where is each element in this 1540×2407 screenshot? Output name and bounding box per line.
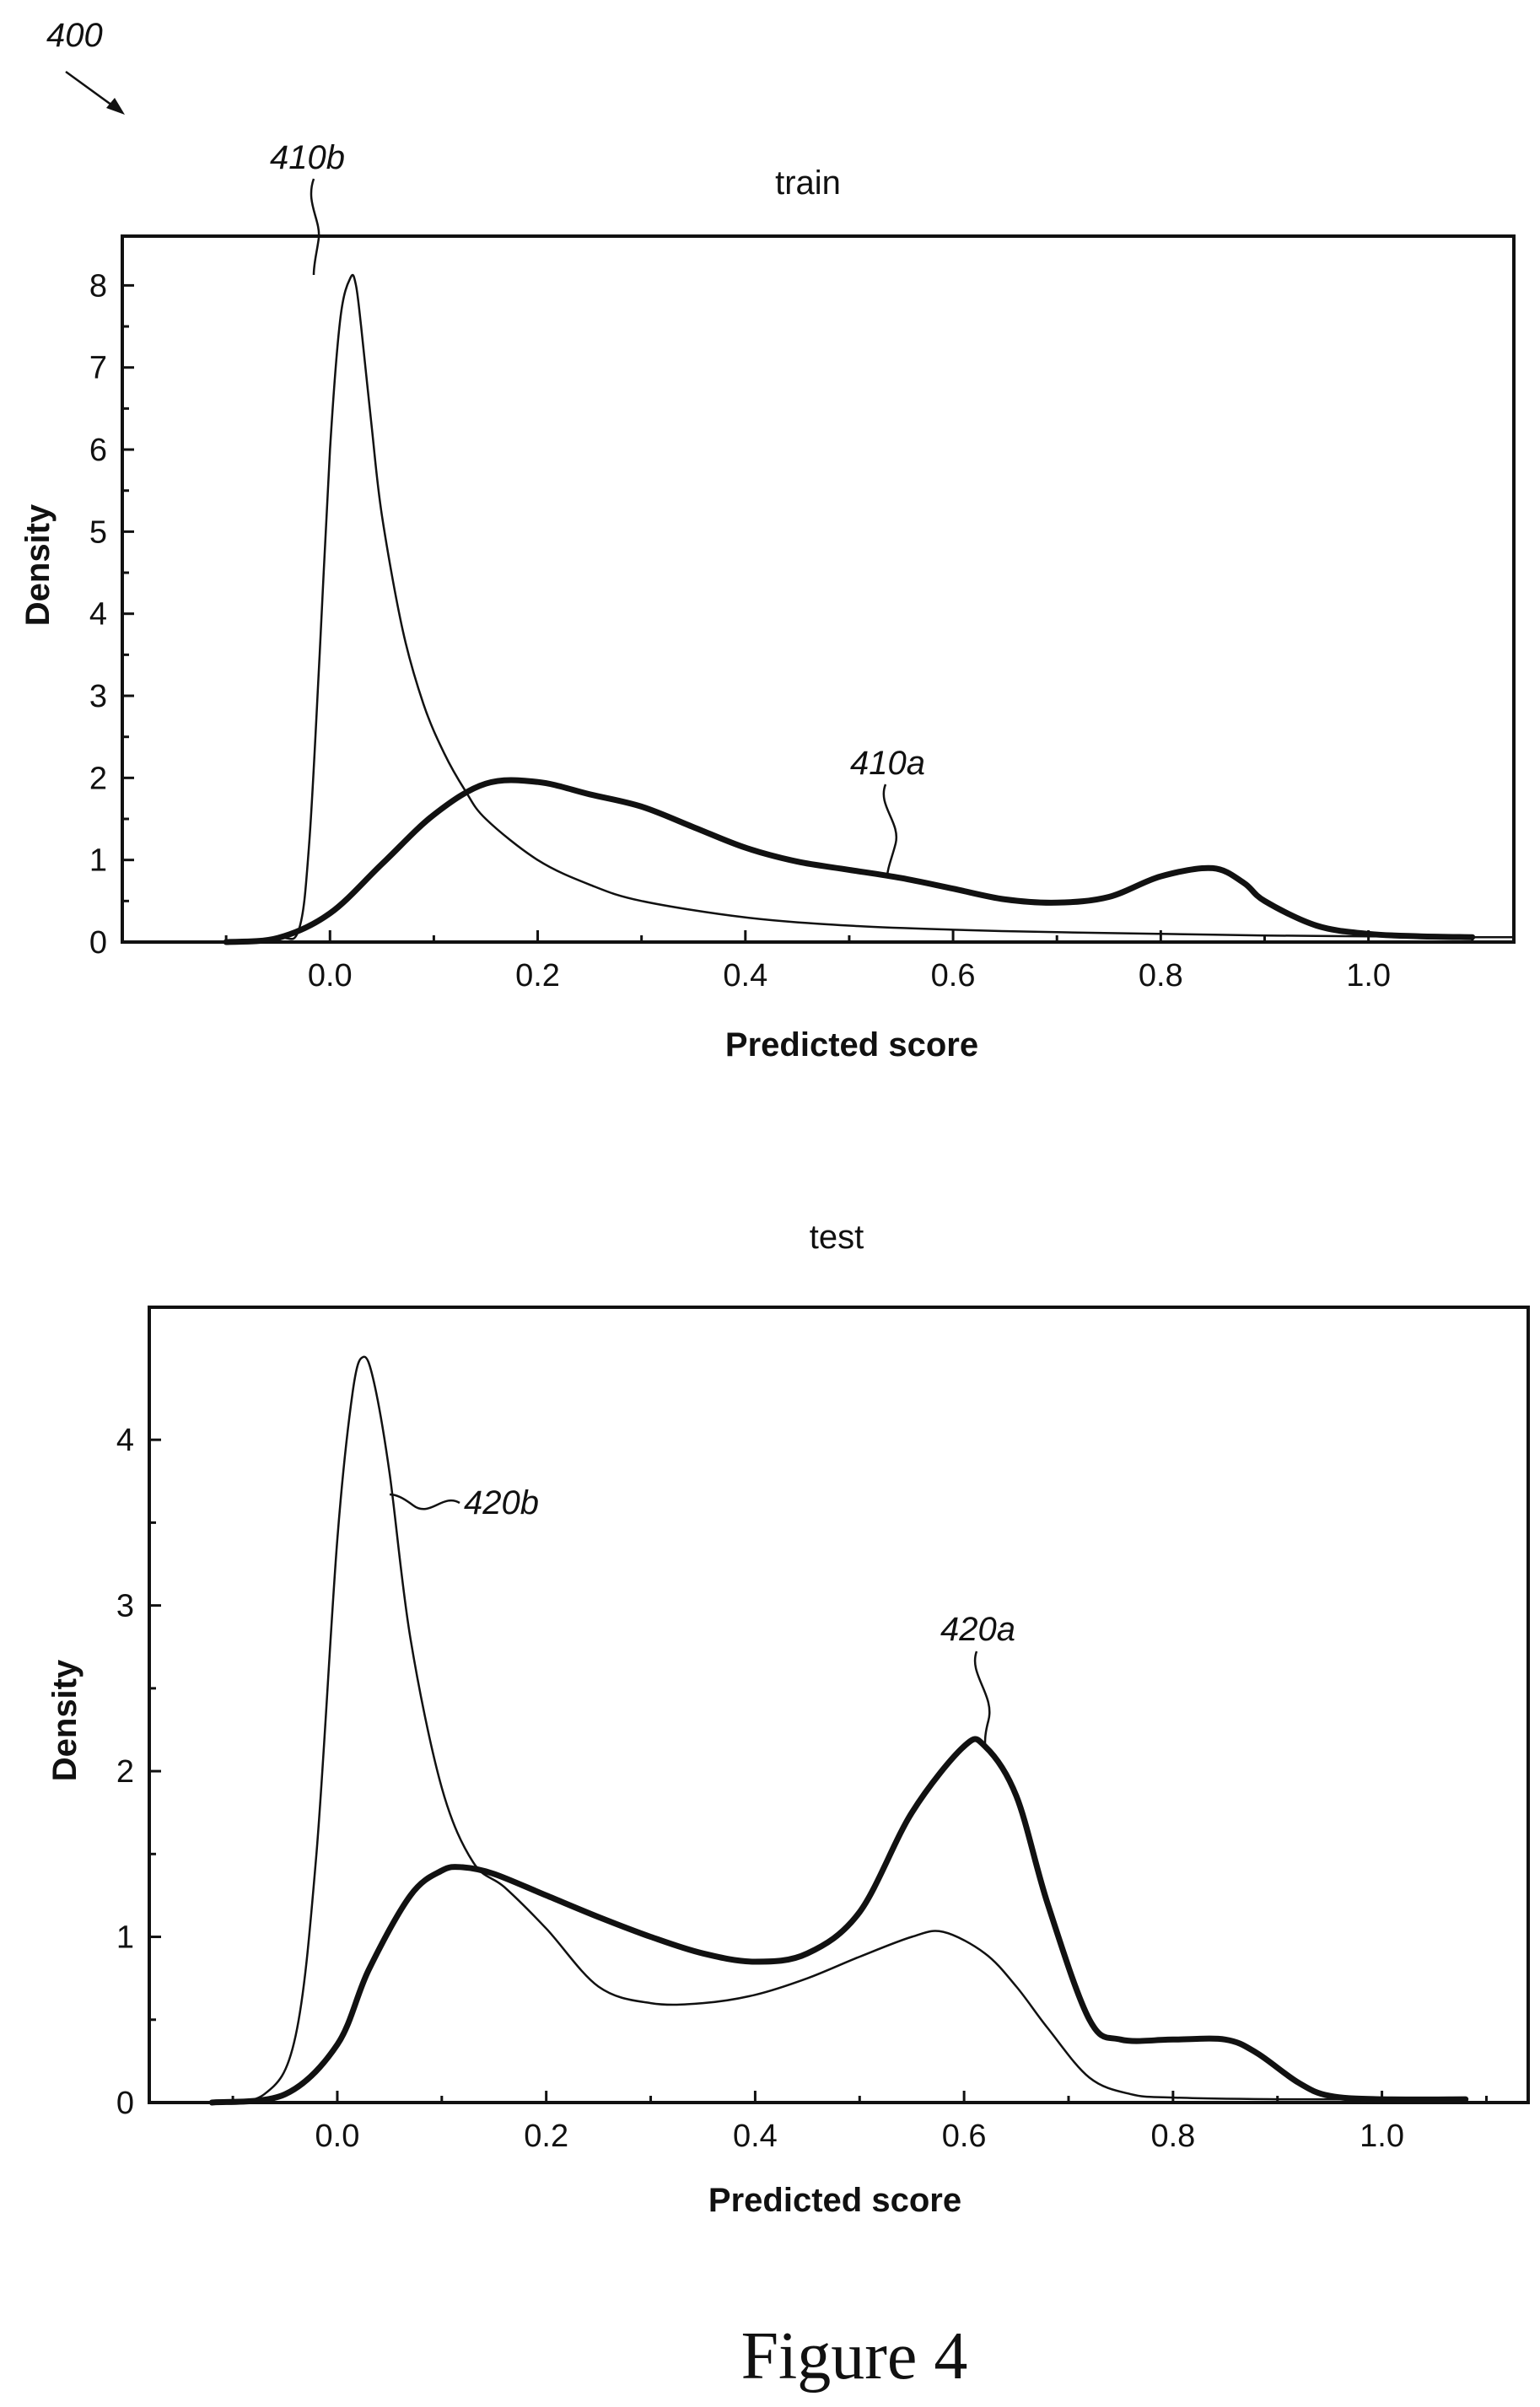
y-tick-label: 7 — [89, 351, 107, 386]
series-line-420a — [208, 1736, 1469, 2106]
figure-ref-number: 400 — [46, 17, 103, 54]
series-line-410a — [223, 777, 1476, 945]
y-axis: 0 1 2 3 4 5 6 7 8 — [89, 268, 134, 961]
leader-420b — [389, 1493, 460, 1510]
x-tick-label: 0.2 — [524, 2119, 568, 2154]
y-tick-label: 3 — [116, 1589, 134, 1624]
y-tick-label: 0 — [89, 925, 107, 961]
series-ref-label-410b: 410b — [270, 139, 345, 176]
x-axis: 0.0 0.2 0.4 0.6 0.8 1.0 — [224, 930, 1474, 993]
y-axis-label: Density — [19, 503, 57, 626]
series-line-410b — [226, 273, 1515, 944]
x-tick-label: 0.8 — [1139, 958, 1183, 993]
x-tick-label: 0.6 — [942, 2119, 987, 2154]
leader-410b — [310, 178, 320, 276]
series-group — [208, 1355, 1469, 2106]
y-tick-label: 5 — [89, 514, 107, 550]
y-tick-label: 4 — [116, 1423, 134, 1458]
leader-410a — [882, 783, 898, 878]
x-tick-label: 1.0 — [1346, 958, 1391, 993]
chart-title: test — [810, 1219, 864, 1256]
figure-caption: Figure 4 — [741, 2319, 968, 2394]
x-tick-label: 0.4 — [733, 2119, 778, 2154]
x-tick-label: 1.0 — [1360, 2119, 1404, 2154]
y-tick-label: 0 — [116, 2086, 134, 2121]
leader-420a — [973, 1650, 991, 1745]
y-tick-label: 8 — [89, 268, 107, 304]
series-ref-label-410a: 410a — [850, 745, 925, 782]
x-axis-label: Predicted score — [725, 1026, 978, 1063]
x-tick-label: 0.6 — [931, 958, 976, 993]
train-density-chart: train 0 1 2 3 4 5 6 7 8 0.0 0.2 0.4 0.6 0.8 1.0 Predi… — [19, 139, 1516, 1063]
x-tick-label: 0.0 — [315, 2119, 360, 2154]
series-line-420b — [212, 1355, 1466, 2104]
x-tick-label: 0.0 — [308, 958, 353, 993]
series-ref-label-420b: 420b — [464, 1484, 539, 1521]
series-ref-label-420a: 420a — [940, 1611, 1015, 1648]
plot-frame — [121, 234, 1516, 944]
x-axis-label: Predicted score — [708, 2182, 961, 2219]
y-tick-label: 2 — [116, 1754, 134, 1790]
y-tick-label: 3 — [89, 679, 107, 714]
y-tick-label: 2 — [89, 761, 107, 796]
x-tick-label: 0.8 — [1150, 2119, 1195, 2154]
x-tick-label: 0.4 — [723, 958, 767, 993]
x-tick-label: 0.2 — [515, 958, 560, 993]
y-tick-label: 4 — [89, 597, 107, 633]
plot-frame — [148, 1306, 1530, 2104]
y-axis: 0 1 2 3 4 — [116, 1423, 161, 2121]
chart-title: train — [775, 164, 841, 202]
series-group — [223, 273, 1515, 945]
figure-ref-arrowhead — [106, 98, 125, 115]
y-axis-label: Density — [46, 1659, 83, 1781]
figure-ref-arrow — [65, 70, 119, 111]
test-density-chart: test 0 1 2 3 4 0.0 0.2 0.4 0.6 0.8 1.0 Predicted … — [46, 1219, 1530, 2219]
y-tick-label: 1 — [89, 843, 107, 879]
y-tick-label: 6 — [89, 433, 107, 468]
y-tick-label: 1 — [116, 1920, 134, 1956]
